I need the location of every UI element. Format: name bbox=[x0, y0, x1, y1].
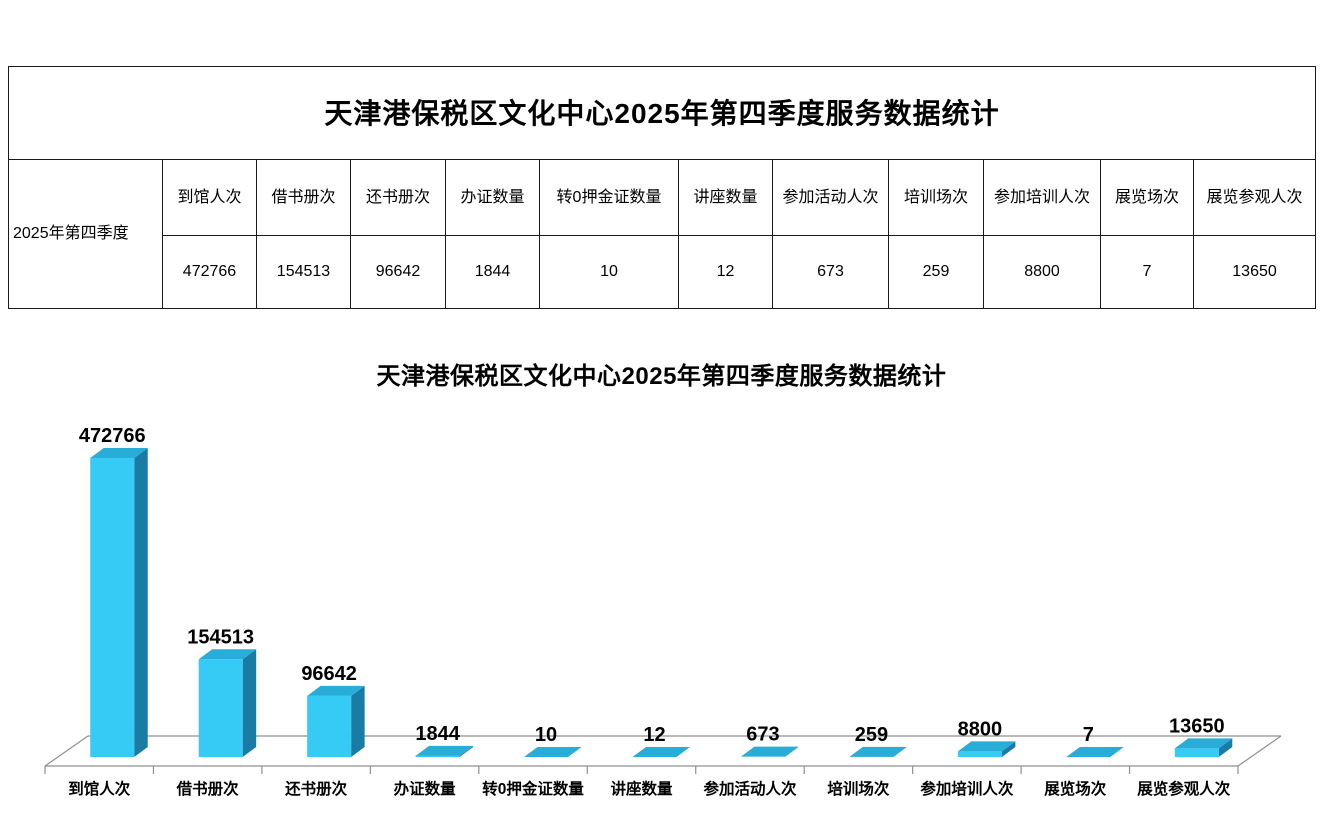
bar-column bbox=[1066, 746, 1124, 757]
cell-value: 472766 bbox=[162, 235, 257, 309]
col-header: 办证数量 bbox=[445, 159, 540, 236]
bar-side-face bbox=[459, 745, 474, 757]
category-label: 展览场次 bbox=[1044, 779, 1107, 798]
col-header: 转0押金证数量 bbox=[539, 159, 679, 236]
bar-chart: 472766 到馆人次 154513 借书册次 96642 还书册次 1844 办证数量 10 转… bbox=[44, 425, 1282, 798]
cell-value: 154513 bbox=[256, 235, 351, 309]
bar-top-face bbox=[90, 448, 148, 458]
bar-front-face bbox=[307, 695, 352, 757]
cell-value: 13650 bbox=[1192, 235, 1317, 309]
bar-value-label: 154513 bbox=[187, 626, 254, 648]
col-header: 到馆人次 bbox=[162, 159, 257, 236]
bar-value-label: 96642 bbox=[301, 663, 357, 685]
bar-top-face bbox=[1174, 738, 1233, 749]
bar-column bbox=[849, 746, 907, 757]
bar-value-label: 1844 bbox=[415, 723, 460, 745]
bar-value-label: 12 bbox=[643, 724, 665, 746]
col-header: 还书册次 bbox=[350, 159, 446, 236]
cell-value: 12 bbox=[678, 235, 773, 309]
bar-column bbox=[957, 741, 1016, 757]
bar-top-face bbox=[307, 685, 365, 696]
cell-value: 8800 bbox=[983, 235, 1101, 309]
col-header: 展览场次 bbox=[1100, 159, 1194, 236]
category-label: 参加活动人次 bbox=[703, 779, 797, 798]
category-label: 借书册次 bbox=[176, 779, 240, 798]
col-header: 讲座数量 bbox=[678, 159, 773, 236]
table-title: 天津港保税区文化中心2025年第四季度服务数据统计 bbox=[7, 66, 1317, 160]
cell-value: 10 bbox=[539, 235, 679, 309]
bar-top-face bbox=[740, 746, 799, 757]
category-label: 办证数量 bbox=[394, 779, 457, 798]
category-label: 到馆人次 bbox=[68, 779, 131, 798]
bar-side-face bbox=[568, 746, 582, 757]
bar-front-face bbox=[957, 751, 1002, 757]
bar-top-face bbox=[849, 746, 907, 757]
cell-value: 673 bbox=[772, 235, 889, 309]
floor-right-edge bbox=[1237, 735, 1282, 767]
bar-side-face bbox=[1218, 738, 1233, 757]
bar-value-label: 673 bbox=[746, 724, 779, 746]
bar-value-label: 13650 bbox=[1169, 715, 1225, 737]
bar-top-face bbox=[632, 746, 690, 757]
bar-column bbox=[632, 746, 690, 757]
bar-side-face bbox=[784, 746, 799, 757]
bar-front-face bbox=[90, 458, 135, 757]
bar-side-face bbox=[134, 448, 148, 757]
col-header: 参加活动人次 bbox=[772, 159, 889, 236]
cell-value: 259 bbox=[888, 235, 984, 309]
bar-value-label: 10 bbox=[535, 724, 557, 746]
bar-column bbox=[415, 745, 474, 757]
category-label: 还书册次 bbox=[284, 779, 348, 798]
bar-side-face bbox=[351, 685, 365, 757]
bar-top-face bbox=[415, 745, 474, 756]
bar-top-face bbox=[524, 746, 582, 757]
bar-side-face bbox=[242, 649, 257, 757]
bar-column bbox=[524, 746, 582, 757]
chart-title: 天津港保税区文化中心2025年第四季度服务数据统计 bbox=[376, 363, 947, 390]
table-row-header: 2025年第四季度 bbox=[8, 159, 163, 309]
category-label: 讲座数量 bbox=[610, 779, 673, 798]
cell-value: 7 bbox=[1100, 235, 1194, 309]
col-header: 展览参观人次 bbox=[1192, 159, 1317, 236]
category-label: 参加培训人次 bbox=[920, 779, 1014, 798]
bar-front-face bbox=[415, 755, 460, 757]
bar-top-face bbox=[1066, 746, 1124, 757]
category-label: 培训场次 bbox=[827, 779, 890, 798]
bar-column bbox=[198, 649, 257, 757]
service-data-table: 天津港保税区文化中心2025年第四季度服务数据统计 2025年第四季度 到馆人次… bbox=[7, 66, 1317, 309]
floor-left-edge bbox=[44, 735, 89, 767]
bar-value-label: 259 bbox=[855, 724, 888, 746]
bar-side-face bbox=[1110, 746, 1124, 757]
bar-value-label: 8800 bbox=[958, 718, 1003, 740]
bar-column bbox=[740, 746, 799, 757]
category-label: 展览参观人次 bbox=[1137, 779, 1231, 798]
col-header: 借书册次 bbox=[256, 159, 351, 236]
bar-value-label: 472766 bbox=[79, 425, 146, 447]
category-label: 转0押金证数量 bbox=[482, 779, 584, 798]
bar-column bbox=[90, 448, 148, 757]
bar-side-face bbox=[893, 746, 907, 757]
col-header: 参加培训人次 bbox=[983, 159, 1101, 236]
cell-value: 1844 bbox=[445, 235, 540, 309]
bar-front-face bbox=[198, 659, 243, 757]
bar-value-label: 7 bbox=[1083, 724, 1094, 746]
bar-column bbox=[307, 685, 365, 757]
bar-front-face bbox=[1174, 748, 1219, 757]
bar-side-face bbox=[1001, 741, 1016, 757]
cell-value: 96642 bbox=[350, 235, 446, 309]
bar-top-face bbox=[957, 741, 1016, 752]
bar-top-face bbox=[198, 649, 257, 660]
col-header: 培训场次 bbox=[888, 159, 984, 236]
bar-column bbox=[1174, 738, 1233, 757]
bar-side-face bbox=[676, 746, 690, 757]
